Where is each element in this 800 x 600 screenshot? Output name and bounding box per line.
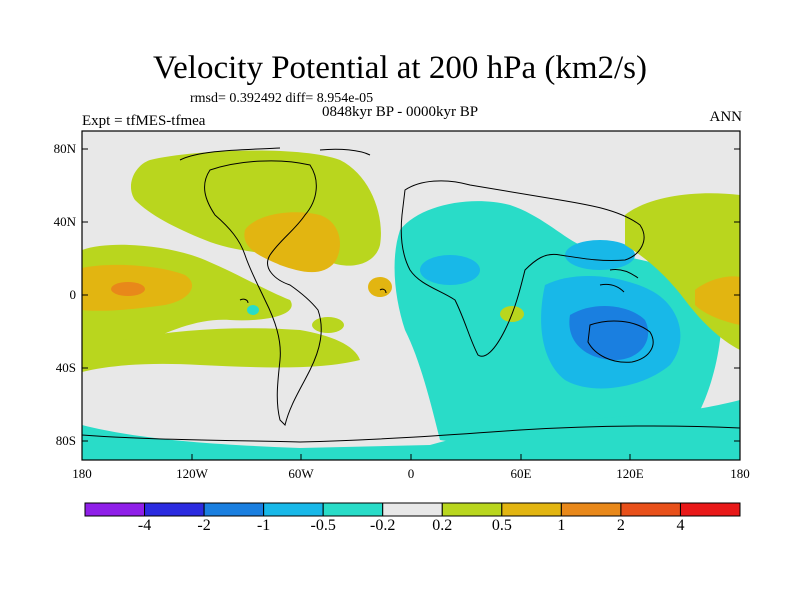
lon-label: 0 <box>407 466 415 481</box>
lon-label: 60E <box>510 466 532 481</box>
colorbar-swatch <box>382 502 443 517</box>
lon-label: 120W <box>176 466 208 481</box>
lat-label: 0 <box>69 287 77 302</box>
colorbar-label: 2 <box>616 517 625 534</box>
stats-text: rmsd= 0.392492 diff= 8.954e-05 <box>190 91 374 106</box>
colorbar-swatch <box>679 502 741 517</box>
colorbar-label: -0.2 <box>370 517 396 534</box>
colorbar-swatch <box>144 502 205 517</box>
colorbar-label: -1 <box>256 517 271 534</box>
colorbar-swatch <box>560 502 622 517</box>
colorbar-swatch <box>263 502 324 517</box>
lon-label: 60W <box>288 466 314 481</box>
colorbar-label: 0.5 <box>491 517 512 534</box>
colorbar-label: 1 <box>557 517 566 534</box>
colorbar-swatch <box>441 502 503 517</box>
colorbar-label: -0.5 <box>310 517 336 534</box>
contour-orange-core <box>111 282 145 296</box>
lat-label: 80S <box>55 433 76 448</box>
colorbar-label: -2 <box>197 517 211 534</box>
coastlines <box>82 147 740 443</box>
colorbar <box>84 502 741 517</box>
colorbar-swatch <box>322 502 384 517</box>
lat-label: 40S <box>55 360 76 375</box>
colorbar-label: 4 <box>676 517 685 534</box>
season-label: ANN <box>709 109 743 125</box>
colorbar-swatch <box>84 502 146 517</box>
contour-orange-atlantic <box>244 212 340 273</box>
lon-label: 180 <box>730 466 750 481</box>
colorbar-swatch <box>203 502 265 517</box>
colorbar-swatch <box>501 502 562 517</box>
period-label: 0848kyr BP - 0000kyr BP <box>322 104 479 120</box>
lat-label: 40N <box>53 214 76 229</box>
lon-label: 120E <box>616 466 644 481</box>
axis-ticks <box>81 148 741 460</box>
contour-field <box>82 131 740 460</box>
lon-label: 180 <box>72 466 92 481</box>
colorbar-swatch <box>620 502 681 517</box>
experiment-label: Expt = tfMES-tfmea <box>82 113 206 129</box>
map-title: Velocity Potential at 200 hPa (km2/s) <box>152 50 648 86</box>
colorbar-label: 0.2 <box>432 517 453 534</box>
colorbar-label: -4 <box>137 517 152 534</box>
lat-label: 80N <box>53 141 76 156</box>
